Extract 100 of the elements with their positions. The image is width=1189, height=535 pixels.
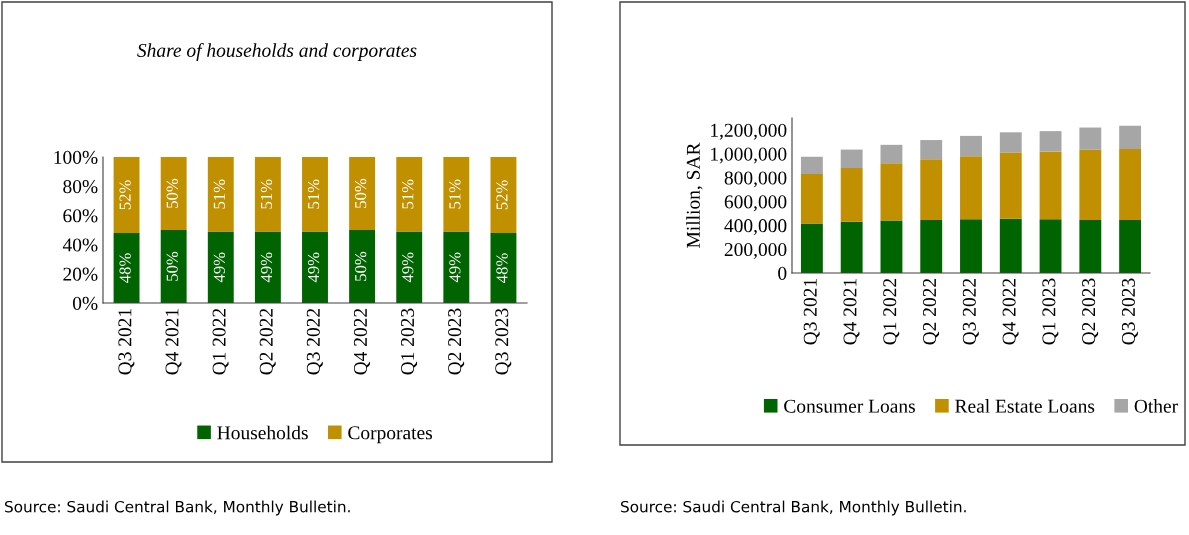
bar <box>920 140 943 160</box>
x-tick-label: Q1 2023 <box>1042 278 1059 345</box>
source-note: Source: Saudi Central Bank, Monthly Bulletin. <box>5 500 350 516</box>
bar <box>800 223 823 273</box>
bar <box>396 231 423 303</box>
source-note: Source: Saudi Central Bank, Monthly Bulletin. <box>621 500 966 516</box>
data-label: 49% <box>449 252 461 283</box>
y-tick-label: 40% <box>62 238 98 252</box>
bar <box>800 174 823 224</box>
data-label: 50% <box>355 251 367 281</box>
bar <box>960 219 982 273</box>
data-label: 51% <box>213 179 225 209</box>
legend-label: Real Estate Loans <box>955 399 1095 413</box>
legend-label: Consumer Loans <box>784 399 915 413</box>
x-tick-label: Q3 2023 <box>495 308 512 375</box>
bar <box>113 232 140 303</box>
y-tick-label: 800,000 <box>724 171 787 188</box>
data-label: 49% <box>260 252 273 283</box>
bar <box>443 231 470 303</box>
bar <box>999 152 1022 219</box>
bar <box>207 231 234 303</box>
bar <box>302 231 328 303</box>
bar <box>443 157 470 232</box>
bar <box>840 221 863 273</box>
bar <box>1039 219 1062 273</box>
data-label: 50% <box>355 178 367 208</box>
y-axis-title: Million, SAR <box>686 142 703 248</box>
x-tick-label: Q3 2023 <box>1121 278 1138 345</box>
x-tick-label: Q4 2022 <box>1002 278 1019 345</box>
data-label: 51% <box>260 179 273 209</box>
legend-label: Households <box>217 425 308 440</box>
legend-label: Corporates <box>348 426 433 444</box>
x-tick-label: Q3 2022 <box>962 278 979 345</box>
bar <box>1039 151 1062 220</box>
y-tick-label: 1,200,000 <box>711 123 787 140</box>
x-tick-label: Q4 2021 <box>843 279 860 345</box>
y-tick-label: 80% <box>63 180 98 194</box>
data-label: 48% <box>119 253 131 283</box>
y-tick-label: 20% <box>63 267 98 281</box>
bar <box>349 230 376 303</box>
bar <box>254 157 281 232</box>
bar <box>880 144 903 164</box>
data-label: 51% <box>402 179 414 209</box>
data-label: 52% <box>496 180 508 210</box>
y-tick-label: 100% <box>54 150 98 164</box>
bar <box>880 220 903 273</box>
bar <box>160 230 187 303</box>
bar <box>490 232 517 303</box>
x-tick-label: Q1 2022 <box>883 278 900 345</box>
bar <box>302 157 328 232</box>
bar <box>396 157 423 232</box>
bar <box>960 135 982 157</box>
bar <box>490 157 517 233</box>
data-label: 51% <box>449 179 461 209</box>
bar <box>840 168 863 222</box>
x-tick-label: Q3 2021 <box>803 279 820 345</box>
data-label: 48% <box>496 253 508 283</box>
legend-label: Other <box>1134 399 1178 413</box>
bar <box>254 231 281 303</box>
bar <box>999 218 1022 273</box>
bar <box>349 157 376 230</box>
y-tick-label: 400,000 <box>724 219 787 236</box>
bar <box>999 132 1022 153</box>
y-tick-label: 0% <box>72 296 98 310</box>
bar <box>1119 149 1142 220</box>
x-tick-label: Q2 2022 <box>259 308 276 375</box>
x-tick-label: Q1 2022 <box>212 308 229 375</box>
bar <box>113 157 140 233</box>
x-tick-label: Q1 2023 <box>400 308 418 375</box>
bar <box>960 156 982 220</box>
bar <box>160 157 187 230</box>
bar <box>800 156 823 175</box>
bar <box>880 163 903 221</box>
x-tick-label: Q3 2022 <box>306 308 323 375</box>
bar <box>840 149 863 169</box>
y-tick-label: 1,000,000 <box>711 147 787 164</box>
bar <box>1039 131 1062 152</box>
data-label: 49% <box>307 252 320 283</box>
bar <box>920 219 943 273</box>
y-tick-label: 0 <box>778 266 787 280</box>
y-tick-label: 60% <box>63 209 98 223</box>
x-tick-label: Q2 2023 <box>448 308 465 375</box>
x-tick-label: Q4 2022 <box>353 308 370 375</box>
data-label: 50% <box>166 251 178 281</box>
x-tick-label: Q2 2023 <box>1082 278 1099 345</box>
x-tick-label: Q2 2022 <box>922 278 940 345</box>
data-label: 50% <box>166 178 178 208</box>
chart-title: Share of households and corporates <box>137 43 417 61</box>
x-tick-label: Q4 2021 <box>165 309 182 375</box>
bar <box>1079 149 1102 220</box>
data-label: 52% <box>119 180 131 210</box>
data-label: 51% <box>307 179 320 209</box>
data-label: 49% <box>213 252 225 283</box>
bar <box>1119 219 1142 273</box>
bar <box>1079 219 1102 273</box>
bar <box>207 157 234 232</box>
data-label: 49% <box>402 252 414 283</box>
x-tick-label: Q3 2021 <box>118 309 135 375</box>
bar <box>920 159 943 220</box>
bar <box>1119 125 1142 149</box>
